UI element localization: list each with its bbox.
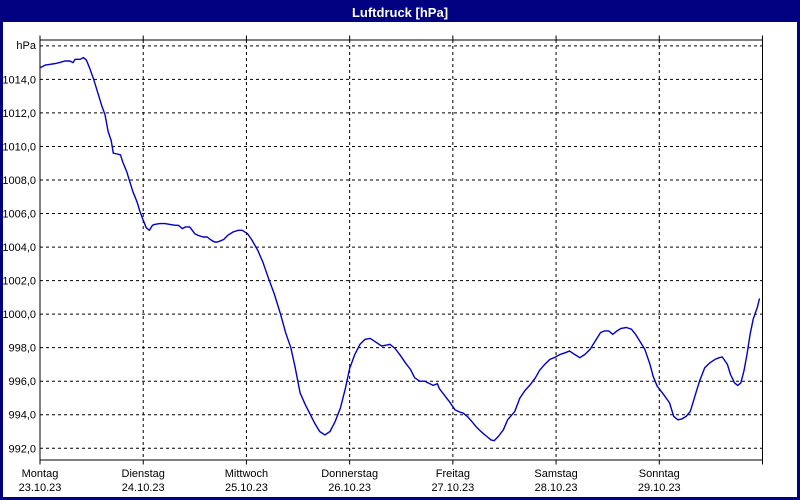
x-date-label: 26.10.23 — [328, 482, 371, 494]
title-bar: Luftdruck [hPa] — [3, 3, 797, 22]
x-day-label: Donnerstag — [321, 468, 378, 480]
page-title: Luftdruck [hPa] — [351, 5, 449, 20]
y-tick-label: 1006,0 — [3, 209, 36, 221]
x-day-label: Freitag — [436, 468, 470, 480]
pressure-curve — [39, 56, 761, 442]
x-day-label: Samstag — [534, 468, 577, 480]
x-date-label: 24.10.23 — [122, 482, 165, 494]
x-day-label: Sonntag — [639, 468, 680, 480]
y-axis-unit-label: hPa — [16, 40, 36, 52]
x-date-label: 25.10.23 — [225, 482, 268, 494]
x-date-label: 28.10.23 — [535, 482, 578, 494]
x-date-label: 29.10.23 — [638, 482, 681, 494]
y-tick-label: 994,0 — [8, 410, 36, 422]
y-tick-label: 1004,0 — [3, 242, 36, 254]
y-tick-label: 992,0 — [8, 443, 36, 455]
y-tick-label: 1000,0 — [3, 309, 36, 321]
x-day-label: Montag — [22, 468, 59, 480]
plot-border — [39, 39, 763, 461]
x-day-label: Dienstag — [122, 468, 165, 480]
pressure-line-chart: hPa 1014,0 1012,0 1010,0 1008,0 1006,0 1004,0 1… — [3, 35, 763, 494]
y-tick-label: 1012,0 — [3, 108, 36, 120]
y-tick-label: 998,0 — [8, 343, 36, 355]
y-tick-label: 1010,0 — [3, 141, 36, 153]
y-tick-label: 996,0 — [8, 376, 36, 388]
y-tick-label: 1014,0 — [3, 74, 36, 86]
x-date-label: 23.10.23 — [19, 482, 62, 494]
x-day-label: Mittwoch — [225, 468, 268, 480]
x-date-label: 27.10.23 — [431, 482, 474, 494]
y-tick-label: 1002,0 — [3, 276, 36, 288]
y-tick-label: 1008,0 — [3, 175, 36, 187]
